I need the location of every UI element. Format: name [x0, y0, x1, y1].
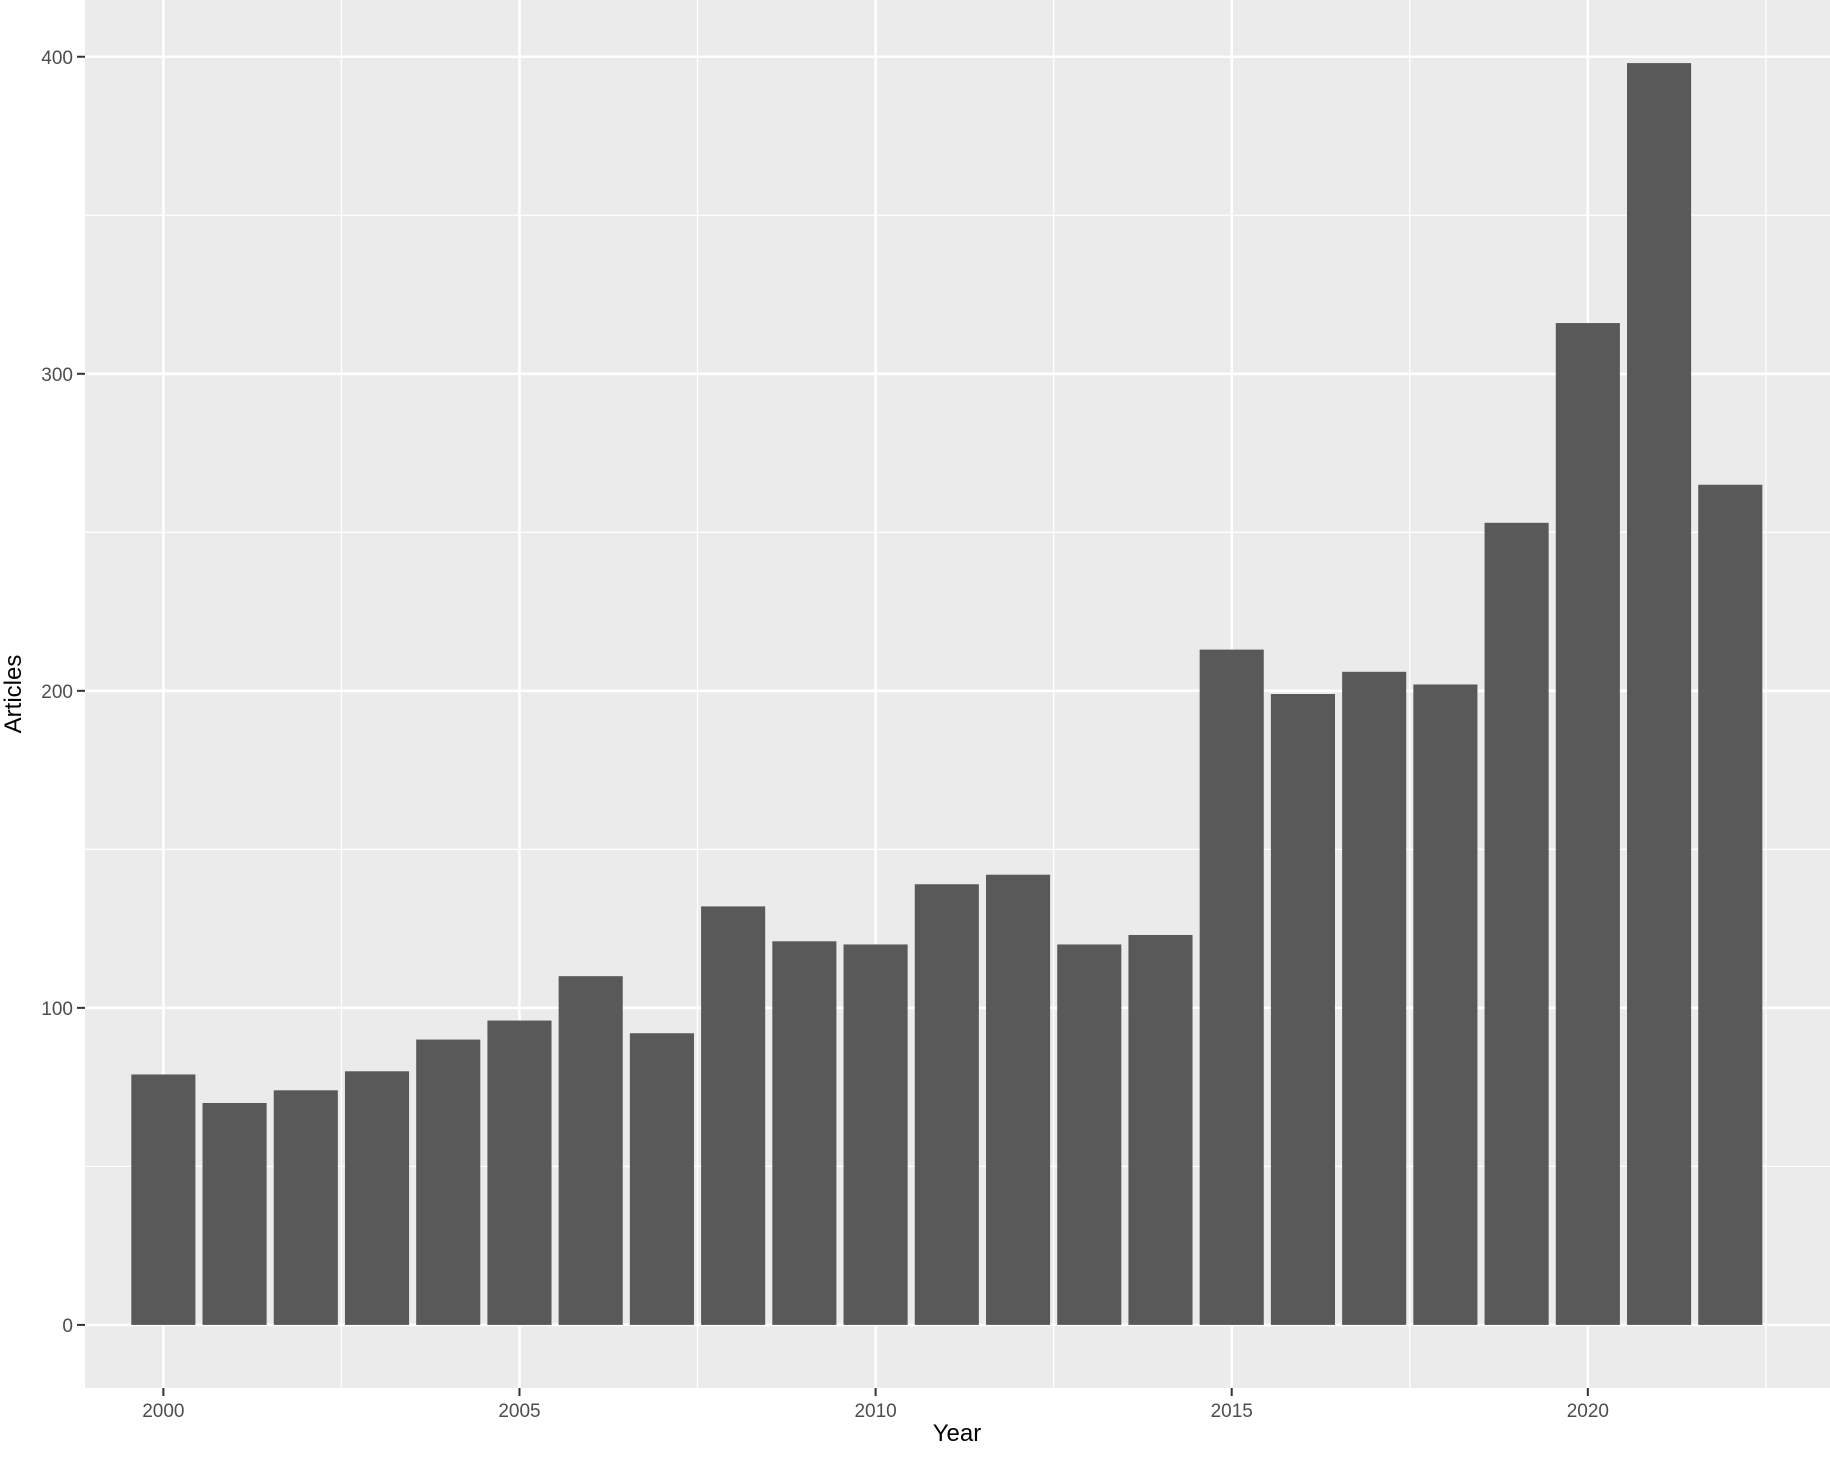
y-tick-label: 300: [41, 365, 73, 386]
bar-2022: [1698, 484, 1763, 1325]
y-axis-title: Articles: [0, 655, 27, 734]
bar-2015: [1199, 649, 1264, 1325]
y-tick-label: 0: [62, 1316, 73, 1337]
bar-2004: [416, 1039, 481, 1325]
x-axis: 2000 2005 2010 2015 2020: [142, 1388, 1609, 1422]
x-tick-label: 2000: [142, 1401, 184, 1422]
y-tick-label: 200: [41, 682, 73, 703]
bar-2011: [914, 884, 979, 1325]
x-tick-label: 2005: [498, 1401, 540, 1422]
bar-2017: [1342, 671, 1407, 1325]
x-tick-label: 2015: [1211, 1401, 1253, 1422]
bar-2008: [701, 906, 766, 1325]
y-tick-label: 100: [41, 999, 73, 1020]
bar-2007: [629, 1033, 694, 1325]
y-tick-label: 400: [41, 48, 73, 69]
bar-2013: [1057, 944, 1122, 1325]
bars-group: [131, 63, 1763, 1325]
bar-2021: [1627, 63, 1692, 1325]
bar-2001: [202, 1102, 267, 1325]
bar-2005: [487, 1020, 552, 1325]
bar-2006: [558, 976, 623, 1325]
x-tick-label: 2010: [854, 1401, 896, 1422]
bar-2003: [344, 1071, 410, 1325]
bar-2016: [1270, 694, 1335, 1325]
bar-2014: [1128, 934, 1193, 1325]
bar-2002: [273, 1090, 338, 1325]
bar-2009: [772, 941, 837, 1325]
bar-2020: [1555, 323, 1620, 1325]
bar-2000: [131, 1074, 196, 1325]
x-axis-title: Year: [933, 1420, 982, 1447]
bar-2019: [1484, 522, 1549, 1325]
bar-2010: [843, 944, 908, 1325]
y-axis: 0 100 200 300 400: [41, 48, 85, 1337]
bar-2018: [1413, 684, 1478, 1325]
bar-2012: [985, 874, 1051, 1325]
x-tick-label: 2020: [1567, 1401, 1609, 1422]
